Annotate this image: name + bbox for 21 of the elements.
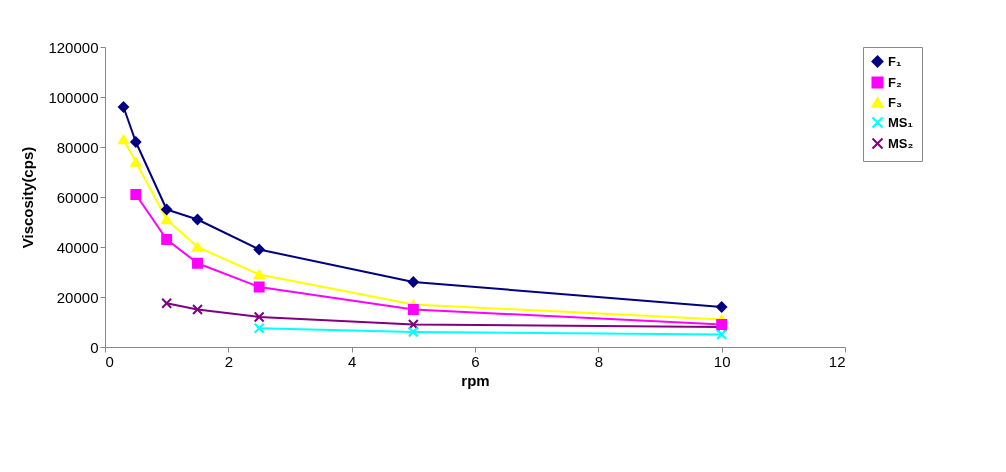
x-tick-label: 4 <box>347 352 357 370</box>
legend-label: MS₂ <box>888 135 914 151</box>
legend-label: F₁ <box>888 53 902 69</box>
y-axis-title: Viscosity(cps) <box>19 146 37 249</box>
x-tick-label: 6 <box>471 352 480 370</box>
legend-label: F₂ <box>888 74 902 90</box>
y-tick-label: 120000 <box>48 38 99 56</box>
x-tick-label: 10 <box>713 352 731 370</box>
y-tick-label: 80000 <box>56 138 99 156</box>
y-tick-label: 20000 <box>56 288 99 306</box>
x-tick-label: 0 <box>105 352 114 370</box>
y-tick-label: 100000 <box>48 88 99 106</box>
y-tick-label: 60000 <box>56 188 99 206</box>
x-tick-label: 12 <box>828 352 846 370</box>
y-tick-label: 0 <box>90 338 99 356</box>
x-tick-label: 2 <box>224 352 234 370</box>
x-axis-title: rpm <box>461 371 490 389</box>
legend-label: MS₁ <box>888 114 913 130</box>
x-tick-label: 8 <box>594 352 604 370</box>
y-tick-label: 40000 <box>56 238 99 256</box>
legend-label: F₃ <box>888 94 902 110</box>
